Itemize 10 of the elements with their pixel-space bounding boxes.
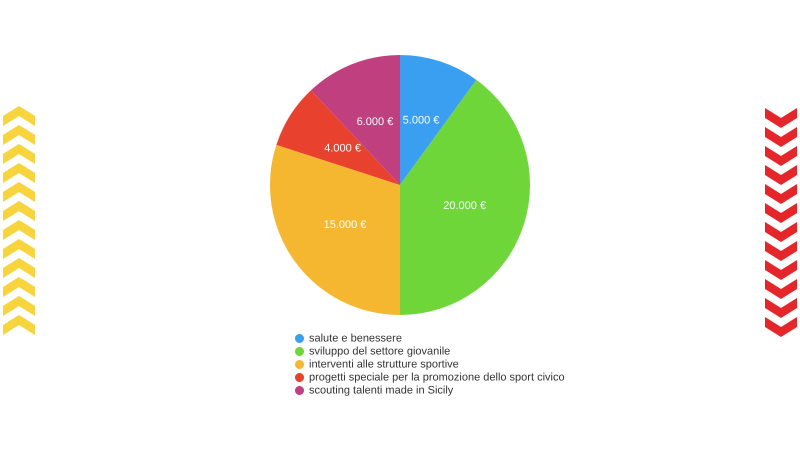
legend-label: interventi alle strutture sportive — [309, 358, 459, 370]
legend-label: sviluppo del settore giovanile — [309, 346, 450, 358]
data-label: 5.000 € — [402, 114, 440, 126]
data-label: 4.000 € — [324, 142, 361, 155]
data-label: 15.000 € — [324, 218, 366, 231]
data-label: 6.000 € — [356, 116, 394, 128]
data-label: 20.000 € — [443, 200, 486, 212]
legend-label: salute e benessere — [309, 332, 402, 344]
legend-label: scouting talenti made in Sicily — [309, 384, 454, 396]
legend-label: progetti speciale per la promozione dello sport civico — [309, 372, 565, 384]
